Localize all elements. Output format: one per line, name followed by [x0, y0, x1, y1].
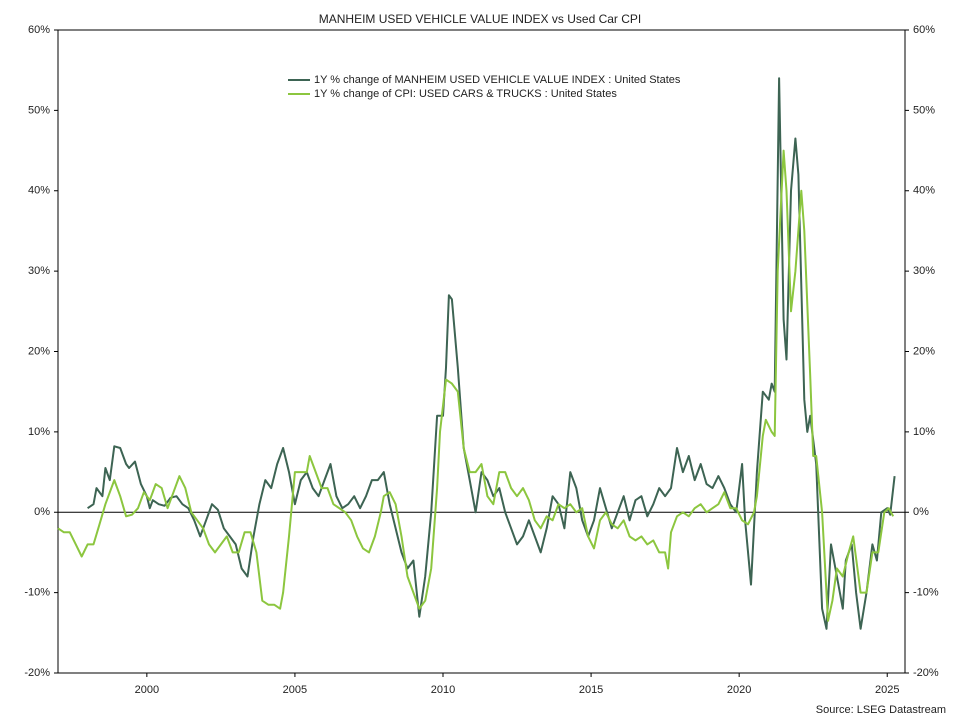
source-note: Source: LSEG Datastream — [816, 704, 946, 716]
series-line — [87, 77, 896, 630]
y-tick-label: -10% — [24, 587, 50, 599]
series-line — [57, 149, 895, 622]
x-tick-label: 2015 — [579, 684, 603, 696]
x-tick-label: 2020 — [727, 684, 751, 696]
y2-tick-label: 10% — [913, 426, 935, 438]
y-tick-label: 40% — [28, 185, 50, 197]
x-tick-label: 2010 — [431, 684, 455, 696]
chart-title: MANHEIM USED VEHICLE VALUE INDEX vs Used… — [319, 12, 642, 26]
legend-label: 1Y % change of CPI: USED CARS & TRUCKS :… — [314, 88, 617, 100]
y-tick-label: 60% — [28, 24, 50, 36]
y2-tick-label: 20% — [913, 345, 935, 357]
y2-tick-label: -20% — [913, 667, 939, 679]
y-tick-label: 50% — [28, 104, 50, 116]
y-tick-label: 0% — [34, 506, 50, 518]
legend-label: 1Y % change of MANHEIM USED VEHICLE VALU… — [314, 74, 681, 86]
x-tick-label: 2025 — [875, 684, 899, 696]
y-tick-label: 10% — [28, 426, 50, 438]
y2-tick-label: 50% — [913, 104, 935, 116]
y-tick-label: -20% — [24, 667, 50, 679]
y2-tick-label: -10% — [913, 587, 939, 599]
x-tick-label: 2005 — [283, 684, 307, 696]
y-tick-label: 20% — [28, 345, 50, 357]
x-tick-label: 2000 — [135, 684, 159, 696]
y2-tick-label: 60% — [913, 24, 935, 36]
y2-tick-label: 30% — [913, 265, 935, 277]
y2-tick-label: 40% — [913, 185, 935, 197]
y2-tick-label: 0% — [913, 506, 929, 518]
y-tick-label: 30% — [28, 265, 50, 277]
